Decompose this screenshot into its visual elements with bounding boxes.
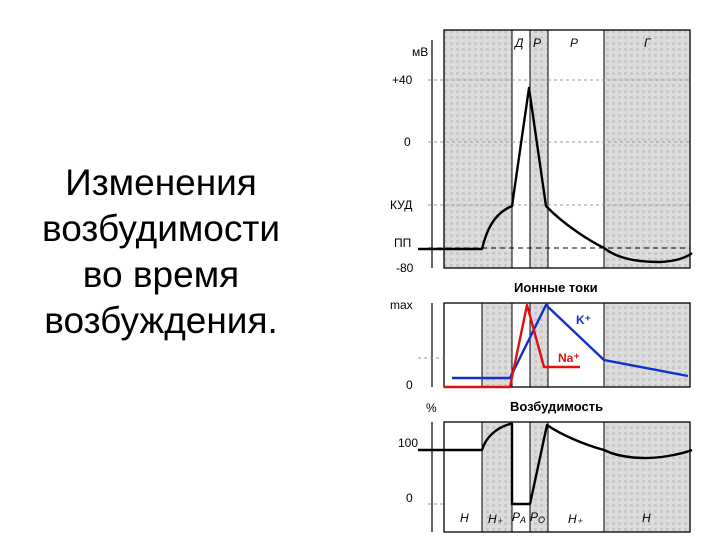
phase-label: Н bbox=[460, 511, 469, 525]
slide-title: Изменения возбудимости во время возбужде… bbox=[8, 160, 314, 344]
title-line: Изменения bbox=[65, 162, 257, 203]
potential-panel: мВ +40 0 КУД ПП -80 Д Р Р Г bbox=[390, 29, 693, 275]
tick-label: max bbox=[390, 298, 413, 312]
phase-label: Р bbox=[512, 510, 520, 524]
title-line: возбудимости bbox=[42, 208, 280, 249]
phase-label: Р bbox=[530, 510, 538, 524]
excitability-panel: Возбудимость % 100 0 Н Н₊ Р А Р О Н₊ Н bbox=[398, 399, 693, 533]
panel-frame bbox=[443, 302, 691, 388]
shaded-phase bbox=[530, 422, 548, 532]
series-label: Na⁺ bbox=[558, 351, 580, 365]
action-potential-curve bbox=[418, 86, 693, 264]
panel-heading: Ионные токи bbox=[514, 280, 598, 295]
panel-heading: Возбудимость bbox=[510, 399, 603, 414]
tick-label: 100 bbox=[398, 436, 418, 450]
panel-frame bbox=[443, 421, 691, 533]
tick-label: ПП bbox=[394, 236, 411, 250]
series-label: K⁺ bbox=[576, 313, 591, 327]
phase-label: Г bbox=[644, 36, 652, 50]
shaded-phase bbox=[444, 30, 512, 268]
title-line: возбуждения. bbox=[44, 300, 278, 341]
tick-label: КУД bbox=[390, 198, 412, 212]
tick-label: +40 bbox=[392, 73, 413, 87]
potassium-current-curve bbox=[452, 303, 689, 380]
unit-label: мВ bbox=[412, 45, 428, 59]
tick-label: 0 bbox=[406, 491, 413, 505]
title-line: во время bbox=[82, 254, 240, 295]
sodium-current-curve bbox=[444, 303, 580, 389]
shaded-phase bbox=[604, 30, 690, 268]
phase-label: А bbox=[519, 515, 526, 525]
tick-label: 0 bbox=[406, 378, 413, 392]
phase-label: Р bbox=[570, 36, 578, 50]
panel-frame bbox=[443, 29, 691, 269]
tick-label: -80 bbox=[396, 261, 414, 275]
ionic-currents-panel: Ионные токи max 0 K⁺ Na⁺ bbox=[390, 280, 691, 392]
phase-label: Д bbox=[513, 36, 524, 50]
tick-label: % bbox=[426, 401, 437, 415]
shaded-phase bbox=[604, 422, 690, 532]
phase-label: Р bbox=[533, 36, 541, 50]
phase-label: Н₊ bbox=[568, 512, 584, 526]
excitability-curve bbox=[418, 422, 693, 506]
phase-label: Н bbox=[642, 511, 651, 525]
tick-label: 0 bbox=[404, 135, 411, 149]
phase-label: О bbox=[538, 515, 545, 525]
phase-label: Н₊ bbox=[488, 512, 504, 526]
shaded-phase bbox=[482, 303, 512, 387]
